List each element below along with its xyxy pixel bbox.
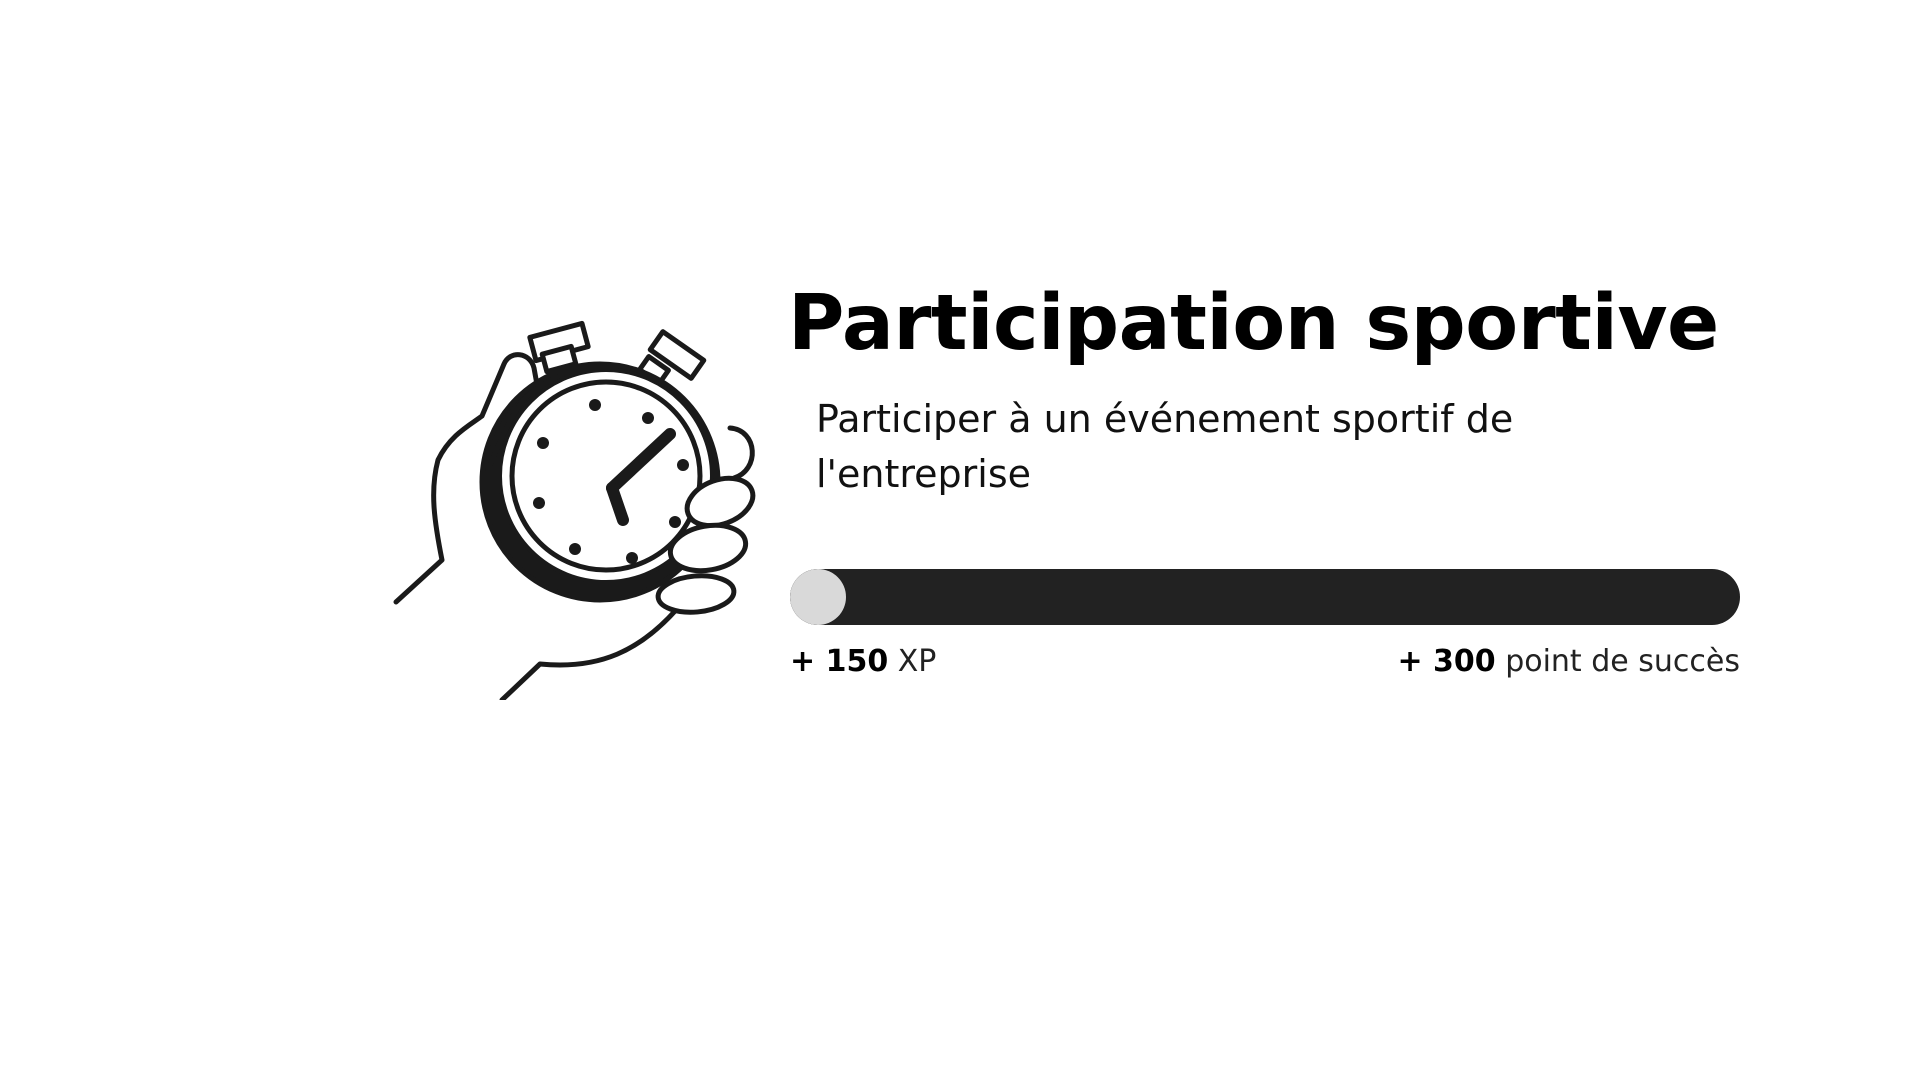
success-points-amount: + 300 bbox=[1397, 644, 1496, 679]
achievement-description: Participer à un événement sportif de l'e… bbox=[816, 397, 1514, 496]
progress-bar bbox=[790, 569, 1740, 625]
success-points-reward: + 300 point de succès bbox=[1397, 642, 1740, 682]
xp-unit: XP bbox=[897, 644, 937, 679]
xp-amount: + 150 bbox=[790, 644, 889, 679]
xp-reward: + 150 XP bbox=[790, 642, 936, 682]
achievement-title: Participation sportive bbox=[788, 279, 1719, 368]
success-points-unit: point de succès bbox=[1505, 644, 1740, 679]
stopwatch-in-hand-icon bbox=[393, 320, 756, 700]
progress-fill bbox=[790, 569, 846, 625]
